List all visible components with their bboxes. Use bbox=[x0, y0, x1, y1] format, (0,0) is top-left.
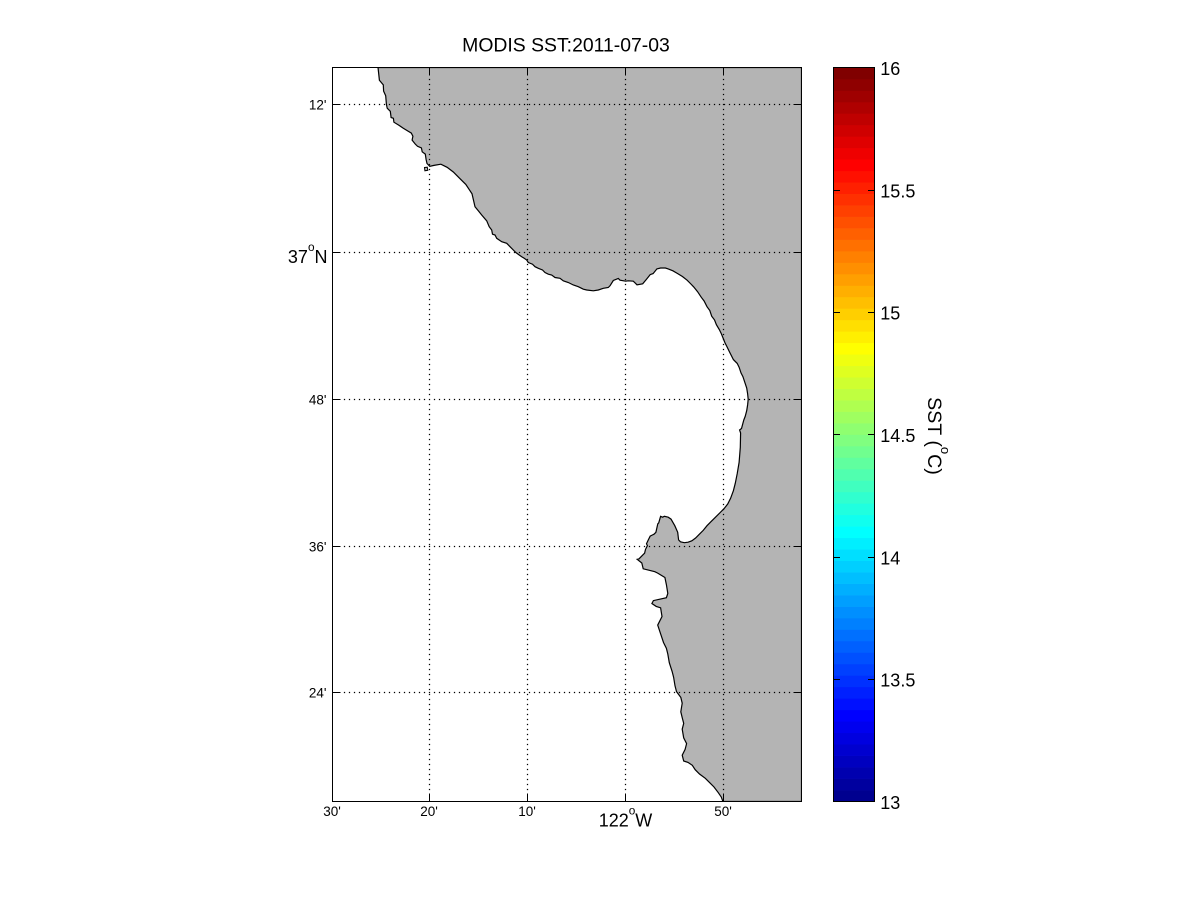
svg-text:14: 14 bbox=[880, 548, 900, 568]
svg-text:15.5: 15.5 bbox=[880, 181, 915, 201]
svg-text:30': 30' bbox=[323, 804, 341, 819]
svg-text:13: 13 bbox=[880, 793, 900, 813]
svg-text:MODIS SST:2011-07-03: MODIS SST:2011-07-03 bbox=[462, 35, 670, 57]
svg-text:13.5: 13.5 bbox=[880, 671, 915, 691]
svg-text:10': 10' bbox=[518, 804, 536, 819]
svg-text:48': 48' bbox=[309, 392, 327, 407]
svg-text:36': 36' bbox=[309, 539, 327, 554]
svg-text:14.5: 14.5 bbox=[880, 426, 915, 446]
svg-text:15: 15 bbox=[880, 304, 900, 324]
svg-text:24': 24' bbox=[309, 685, 327, 700]
svg-text:122oW: 122oW bbox=[599, 804, 653, 831]
svg-text:12': 12' bbox=[309, 97, 327, 112]
svg-text:50': 50' bbox=[714, 804, 732, 819]
svg-text:20': 20' bbox=[420, 804, 438, 819]
svg-text:16: 16 bbox=[880, 59, 900, 79]
